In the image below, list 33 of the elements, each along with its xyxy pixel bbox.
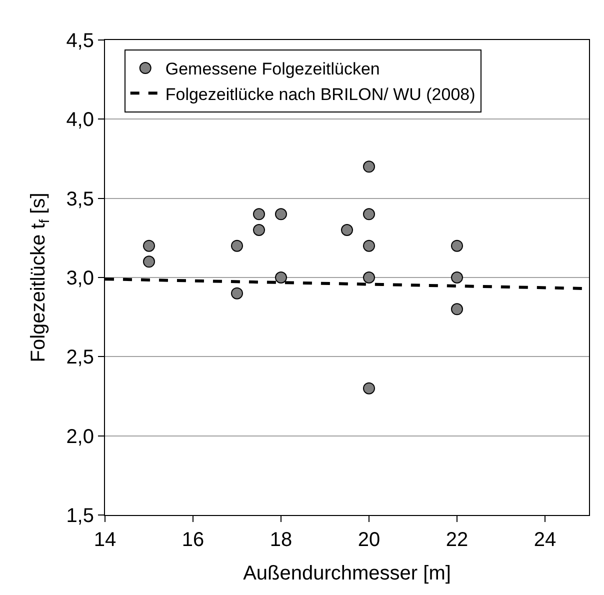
point (275, 208, 287, 220)
point (275, 272, 287, 284)
point (451, 272, 463, 284)
point (231, 240, 243, 252)
point (451, 303, 463, 316)
y-tick-label: 1,5 (66, 505, 94, 527)
y-tick-label: 3,5 (66, 188, 94, 210)
x-tick-label: 22 (446, 529, 468, 551)
x-tick-label: 16 (182, 529, 204, 551)
x-tick-label: 24 (534, 529, 556, 551)
point (253, 224, 265, 236)
x-tick-label: 14 (94, 529, 116, 551)
point (363, 160, 375, 173)
point (451, 240, 463, 252)
y-tick-label: 4,0 (66, 109, 94, 132)
point (363, 208, 375, 220)
point (143, 240, 155, 252)
y-tick-label: 3,0 (66, 268, 94, 290)
x-axis-title: Außendurchmesser [m] (243, 562, 451, 584)
y-tick-label: 4,5 (66, 30, 94, 52)
point (143, 256, 155, 268)
x-tick-label: 20 (358, 529, 380, 551)
point (363, 382, 375, 394)
point (231, 287, 243, 300)
y-tick-label: 2,0 (66, 426, 94, 448)
legend-label: Gemessene Folgezeitlücken (165, 60, 380, 79)
legend-label: Folgezeitlücke nach BRILON/ WU (2008) (165, 84, 476, 104)
x-tick-label: 18 (270, 529, 292, 551)
point (363, 272, 375, 284)
point (253, 208, 265, 220)
point (341, 224, 353, 236)
point (363, 240, 375, 252)
y-tick-label: 2,5 (66, 346, 94, 369)
